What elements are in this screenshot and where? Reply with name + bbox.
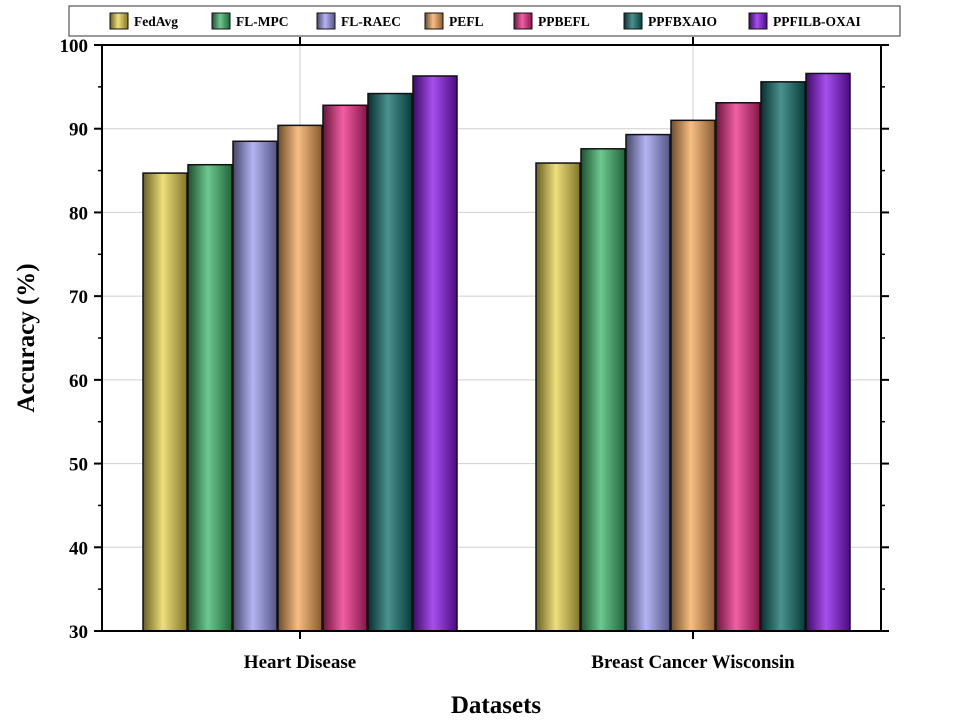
tick-labels: 30 40 50 60 70 80 90 100 Heart Disease Breast Can… <box>60 36 796 673</box>
legend-label: FL-MPC <box>236 14 288 29</box>
legend-swatch <box>109 12 129 30</box>
y-tick-label: 30 <box>69 622 88 643</box>
legend-swatch <box>748 12 768 30</box>
legend-swatch <box>424 12 444 30</box>
bar <box>322 104 368 632</box>
legend-swatch <box>513 12 533 30</box>
bar <box>805 72 851 632</box>
x-tick-label: Heart Disease <box>244 652 356 673</box>
bar <box>535 162 581 632</box>
y-tick-label: 80 <box>69 203 88 224</box>
bar <box>580 148 626 632</box>
legend-label: PPBEFL <box>538 14 590 29</box>
legend-swatch <box>211 12 231 30</box>
y-tick-label: 40 <box>69 538 88 559</box>
x-tick-label: Breast Cancer Wisconsin <box>591 652 795 673</box>
bar <box>412 75 458 632</box>
y-tick-label: 70 <box>69 287 88 308</box>
y-tick-label: 60 <box>69 371 88 392</box>
legend: FedAvg FL-MPC FL-RAEC PEFL PPBEFL PPFBXAIO PPF… <box>68 5 901 37</box>
legend-swatch <box>316 12 336 30</box>
y-tick-label: 90 <box>69 120 88 141</box>
y-axis-title: Accuracy (%) <box>13 263 40 412</box>
bar <box>760 81 806 632</box>
legend-swatch <box>623 12 643 30</box>
x-axis-title: Datasets <box>451 692 542 719</box>
bar <box>670 119 716 632</box>
legend-label: PPFBXAIO <box>648 14 717 29</box>
axis-ticks <box>94 37 889 639</box>
bar <box>187 163 233 632</box>
bars <box>142 72 851 632</box>
bar <box>232 140 278 632</box>
bar <box>367 92 413 632</box>
bar <box>715 102 761 632</box>
bar <box>142 172 188 632</box>
bar <box>625 133 671 632</box>
legend-label: FL-RAEC <box>341 14 401 29</box>
legend-label: PEFL <box>449 14 484 29</box>
y-tick-label: 100 <box>60 36 89 57</box>
legend-label: FedAvg <box>134 14 178 29</box>
bar <box>277 124 323 632</box>
legend-label: PPFILB-OXAI <box>773 14 861 29</box>
y-tick-label: 50 <box>69 455 88 476</box>
